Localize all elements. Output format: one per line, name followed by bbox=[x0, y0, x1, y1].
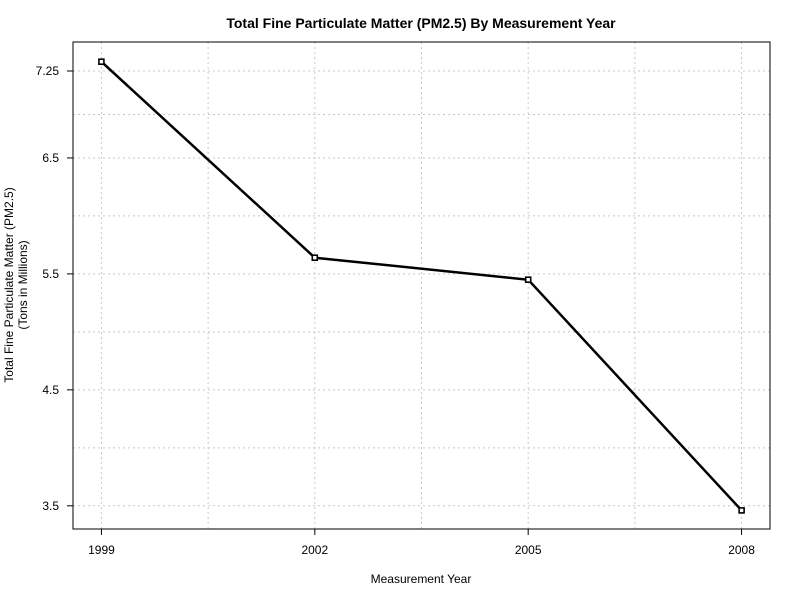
plot-frame bbox=[72, 41, 771, 530]
x-tick-label: 2008 bbox=[728, 543, 755, 557]
y-axis-label-line-2: (Tons in Millions) bbox=[16, 240, 30, 329]
x-tick-label: 1999 bbox=[88, 543, 115, 557]
x-axis-label: Measurement Year bbox=[371, 572, 472, 586]
axis-ticks bbox=[67, 70, 743, 535]
y-axis-label-line-1: Total Fine Particulate Matter (PM2.5) bbox=[2, 187, 16, 382]
series-line bbox=[100, 60, 743, 512]
y-tick-label: 3.5 bbox=[42, 499, 59, 513]
grid bbox=[73, 42, 770, 529]
data-point bbox=[311, 254, 319, 261]
x-tick-label: 2005 bbox=[515, 543, 542, 557]
data-points bbox=[98, 58, 745, 514]
data-point bbox=[98, 58, 105, 66]
y-tick-label: 5.5 bbox=[42, 267, 59, 281]
y-axis-tick-labels: 3.5 4.5 5.5 6.5 7.25 bbox=[36, 64, 60, 513]
y-tick-label: 4.5 bbox=[42, 383, 59, 397]
chart-title: Total Fine Particulate Matter (PM2.5) By… bbox=[226, 15, 616, 31]
data-point bbox=[738, 507, 745, 514]
x-axis-tick-labels: 1999 2002 2005 2008 bbox=[88, 543, 755, 557]
data-point bbox=[524, 276, 532, 284]
y-tick-label: 6.5 bbox=[42, 151, 59, 165]
x-tick-label: 2002 bbox=[301, 543, 328, 557]
y-tick-label: 7.25 bbox=[36, 64, 60, 78]
